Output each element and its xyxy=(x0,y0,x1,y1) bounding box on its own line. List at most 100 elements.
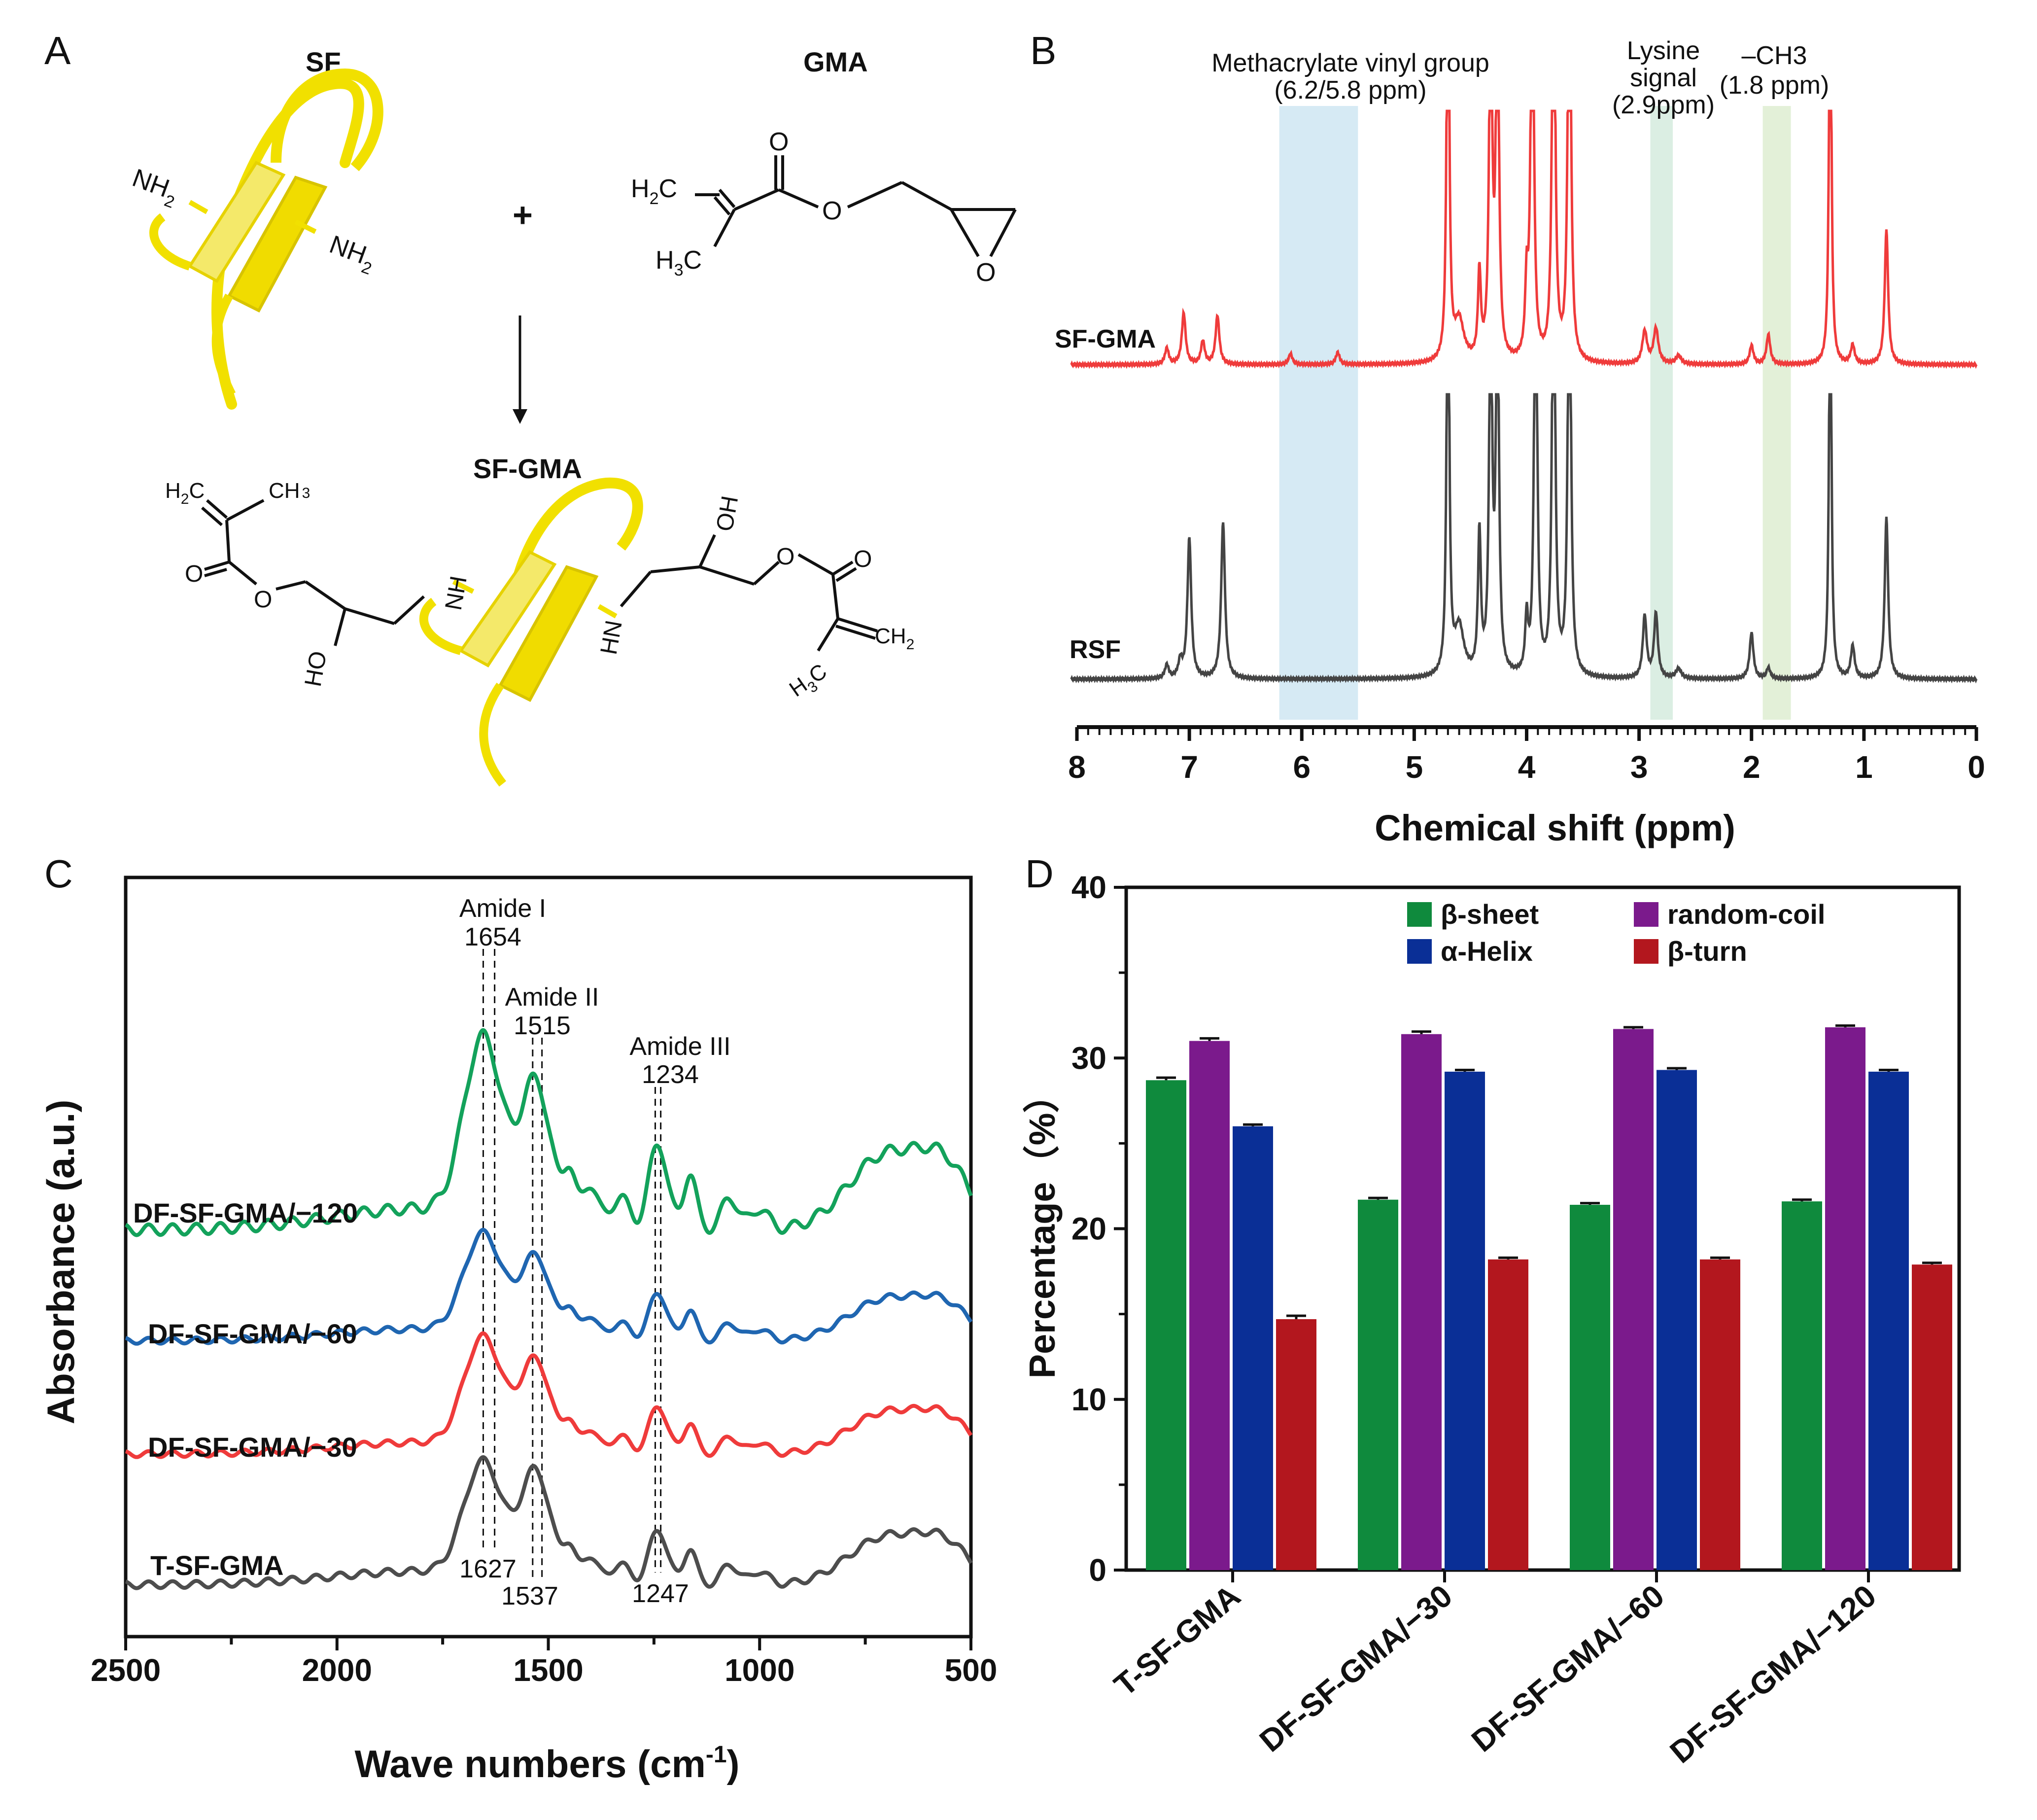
left-arm-bond xyxy=(225,520,231,562)
right-ch2: CH2 xyxy=(875,624,914,653)
nmr-tick-label: 0 xyxy=(1968,749,1985,785)
sf-ribbon-tail-bottom xyxy=(211,293,236,397)
bar-2-2 xyxy=(1657,1070,1697,1570)
sfgma-ribbon-loop xyxy=(507,477,643,602)
right-hn: HN xyxy=(596,618,627,656)
ftir-x-axis: 2500 2000 1500 1000 500 xyxy=(91,1637,998,1688)
sf-ribbon-loop-top xyxy=(271,68,383,172)
bar-0-0 xyxy=(1146,1080,1186,1570)
right-arm-double-a xyxy=(837,617,878,632)
legend-swatch-1 xyxy=(1634,902,1658,927)
gma-o-ester: O xyxy=(822,197,842,225)
gma-o-epoxide: O xyxy=(976,258,996,287)
nmr-band-2 xyxy=(1762,106,1791,720)
bar-1-2 xyxy=(1445,1071,1485,1570)
gma-bond xyxy=(901,181,952,211)
ftir-tick-label: 2500 xyxy=(91,1652,161,1688)
bar-3-3 xyxy=(1912,1264,1952,1570)
ftir-x-axis-title: Wave numbers (cm-1) xyxy=(355,1742,740,1785)
sfgma-ribbon-tail-bottom xyxy=(479,682,507,787)
lysine-annotation-line3: (2.9ppm) xyxy=(1612,91,1715,119)
amide-i-label: Amide I xyxy=(459,894,546,923)
left-arm-bond xyxy=(228,560,257,586)
trace-label-120: DF-SF-GMA/−120 xyxy=(133,1197,358,1228)
nmr-tick-label: 1 xyxy=(1855,749,1873,785)
left-h2c: H2C xyxy=(165,479,205,507)
gma-o-carbonyl: O xyxy=(769,128,789,156)
gma-structure xyxy=(695,155,1017,257)
panel-c-letter: C xyxy=(44,852,73,896)
sf-protein-ribbon xyxy=(149,68,383,410)
ftir-trace-3 xyxy=(124,1455,973,1590)
bar-2-0 xyxy=(1570,1205,1610,1570)
right-arm-carbonyl-b xyxy=(835,567,857,582)
trace-label-60: DF-SF-GMA/−60 xyxy=(148,1318,357,1349)
ftir-trace-1 xyxy=(124,1227,973,1346)
legend-swatch-0 xyxy=(1407,902,1432,927)
panel-d-letter: D xyxy=(1025,852,1054,896)
sf-gma-protein-ribbon xyxy=(419,477,643,787)
left-arm-double-a xyxy=(206,499,228,519)
right-o-carbonyl: O xyxy=(854,546,872,572)
sf-gma-right-arm xyxy=(620,534,878,652)
right-arm-bond xyxy=(753,560,780,586)
sfgma-beta-strand-1 xyxy=(458,550,557,667)
gma-h3c: H3C xyxy=(656,246,702,280)
peak-label-1627: 1627 xyxy=(459,1555,517,1583)
ftir-tick-label: 2000 xyxy=(302,1652,372,1688)
bar-y-axis-title: Percentage（%） xyxy=(1022,1077,1063,1379)
bar-0-3 xyxy=(1276,1319,1316,1570)
bar-series xyxy=(1146,1024,1952,1570)
gma-epoxide-b xyxy=(989,209,1017,257)
ftir-tick-label: 1000 xyxy=(725,1652,794,1688)
legend-swatch-3 xyxy=(1634,939,1658,964)
left-arm-bond xyxy=(345,607,395,625)
gma-label: GMA xyxy=(803,46,868,77)
lysine-annotation-line2: signal xyxy=(1630,64,1697,92)
left-nh: NH xyxy=(441,574,472,612)
vinyl-annotation-line2: (6.2/5.8 ppm) xyxy=(1274,76,1426,105)
legend-swatch-2 xyxy=(1407,939,1432,964)
right-arm-bond xyxy=(699,565,755,586)
bar-y-axis: 0 10 20 30 40 xyxy=(1071,870,1126,1588)
ftir-y-axis-title: Absorbance (a.u.) xyxy=(39,1100,82,1425)
ch3-annotation-line1: –CH3 xyxy=(1742,41,1807,70)
bar-y-tick-label: 30 xyxy=(1071,1040,1106,1076)
right-h3c: H3C xyxy=(785,659,834,705)
left-o-carbonyl: O xyxy=(185,561,203,587)
right-oh: OH xyxy=(712,494,744,533)
right-arm-bond xyxy=(831,574,839,619)
sf-gma-label: SF-GMA xyxy=(473,453,582,484)
reaction-arrow xyxy=(513,315,527,424)
right-arm-bond xyxy=(650,565,700,573)
panel-c: C Amide I 1654 Amide II 1515 Amide III 1… xyxy=(39,852,997,1785)
bar-y-tick-label: 20 xyxy=(1071,1211,1106,1247)
bar-category-labels: T-SF-GMA DF-SF-GMA/−30 DF-SF-GMA/−60DF-SF-… xyxy=(1107,1570,1883,1770)
ftir-tick-label: 500 xyxy=(945,1652,998,1688)
ftir-tick-label: 1500 xyxy=(513,1652,583,1688)
ftir-trace-0 xyxy=(124,1028,973,1237)
bar-1-3 xyxy=(1488,1259,1528,1570)
bar-1-0 xyxy=(1358,1199,1398,1570)
gma-h2c: H2C xyxy=(631,175,677,208)
left-arm-carbonyl-a xyxy=(204,560,230,571)
nmr-trace-sf-gma xyxy=(1070,109,1978,369)
panel-a: A SF GMA + NH 2 NH 2 xyxy=(44,29,1017,787)
gma-bond xyxy=(733,188,780,211)
bar-y-tick-label: 0 xyxy=(1089,1552,1106,1588)
sf-beta-strand-1 xyxy=(187,161,286,283)
amide-i-value: 1654 xyxy=(464,923,521,951)
nmr-tick-label: 8 xyxy=(1068,749,1086,785)
nmr-tick-label: 3 xyxy=(1630,749,1648,785)
left-arm-carbonyl-b xyxy=(204,568,227,577)
right-arm-carbonyl-a xyxy=(832,560,854,576)
left-ho: HO xyxy=(300,649,332,689)
amide-ii-value: 1515 xyxy=(514,1012,571,1040)
left-arm-bond xyxy=(305,580,346,610)
sf-gma-left-arm xyxy=(201,499,425,646)
amide-iii-value: 1234 xyxy=(642,1060,699,1089)
nmr-highlight-bands xyxy=(1279,106,1791,720)
nmr-traces xyxy=(1070,109,1978,684)
trace-label-sf-gma: SF-GMA xyxy=(1055,325,1156,353)
